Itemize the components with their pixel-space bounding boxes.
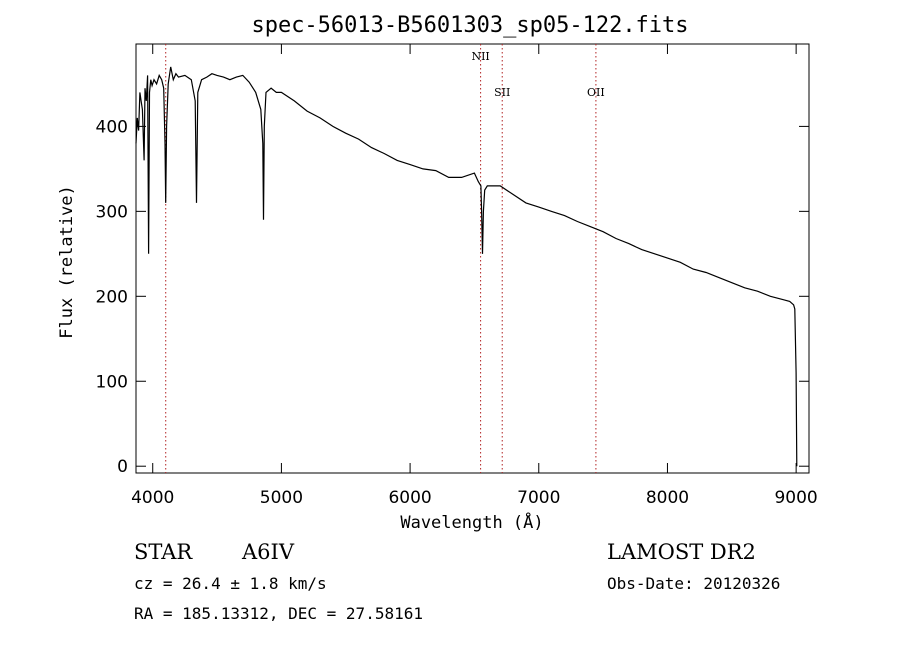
- y-tick-label: 400: [96, 117, 128, 137]
- line-marker-label: OII: [587, 86, 605, 99]
- survey-name: LAMOST DR2: [607, 540, 756, 564]
- line-marker-label: SII: [494, 86, 510, 99]
- object-type: STAR: [134, 540, 193, 564]
- spectrum-line: [135, 66, 798, 467]
- plot-frame: [135, 43, 810, 474]
- redshift-cz: cz = 26.4 ± 1.8 km/s: [134, 574, 327, 593]
- y-axis-label: Flux (relative): [57, 185, 77, 339]
- observation-date: Obs-Date: 20120326: [607, 574, 781, 593]
- x-tick-label: 8000: [646, 488, 689, 508]
- y-tick-label: 0: [117, 457, 128, 477]
- x-tick-label: 7000: [517, 488, 560, 508]
- axis-ticks: 4000 5000 6000 7000 8000 9000 0 100 200 300 400: [96, 44, 818, 508]
- line-marker-label: NII: [471, 50, 489, 63]
- chart-title: spec-56013-B5601303_sp05-122.fits: [251, 13, 688, 38]
- y-tick-label: 300: [96, 202, 128, 222]
- x-tick-label: 6000: [388, 488, 431, 508]
- line-markers: NII SII OII: [165, 44, 605, 473]
- y-tick-label: 200: [96, 287, 128, 307]
- y-tick-label: 100: [96, 372, 128, 392]
- coordinates: RA = 185.13312, DEC = 27.58161: [134, 604, 423, 623]
- x-tick-label: 4000: [131, 488, 174, 508]
- x-tick-label: 9000: [774, 488, 817, 508]
- x-axis-label: Wavelength (Å): [400, 511, 543, 533]
- x-tick-label: 5000: [260, 488, 303, 508]
- spectrum-chart: spec-56013-B5601303_sp05-122.fits NII SII…: [57, 13, 818, 533]
- spectral-subclass: A6IV: [242, 540, 294, 564]
